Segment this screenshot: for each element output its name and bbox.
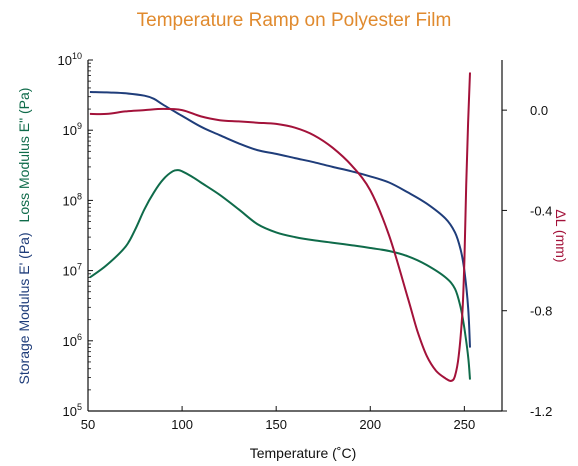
right-tick-label: -0.8 [530, 304, 552, 319]
left-tick-label: 107 [63, 262, 82, 279]
left-axis-ticks: 1010 109 108 107 106 105 [58, 51, 93, 419]
left-tick-label: 106 [63, 332, 82, 349]
x-tick-label: 200 [359, 417, 381, 432]
left-tick-label: 105 [63, 402, 82, 419]
x-axis-label: Temperature (˚C) [250, 445, 357, 461]
x-tick-label: 150 [265, 417, 287, 432]
x-tick-label: 50 [81, 417, 95, 432]
series-group [89, 72, 471, 382]
left-axis-label: Storage Modulus E' (Pa) Loss Modulus E" … [16, 88, 32, 385]
loss-modulus-label: Loss Modulus E" (Pa) [16, 88, 32, 223]
loss-modulus-line [89, 169, 471, 380]
chart-title: Temperature Ramp on Polyester Film [137, 10, 452, 31]
delta-l-line [89, 72, 471, 382]
left-tick-label: 1010 [58, 51, 82, 68]
right-axis-label: ΔL (mm) [553, 209, 569, 262]
right-tick-label: -0.4 [530, 203, 552, 218]
x-tick-label: 250 [454, 417, 476, 432]
right-axis-ticks: 0.0 -0.4 -0.8 -1.2 [502, 103, 552, 419]
right-tick-label: 0.0 [530, 103, 548, 118]
storage-modulus-label: Storage Modulus E' (Pa) [16, 232, 32, 384]
x-tick-label: 100 [171, 417, 193, 432]
storage-modulus-line [89, 91, 471, 348]
left-tick-label: 108 [63, 191, 82, 208]
left-tick-label: 109 [63, 121, 82, 138]
right-tick-label: -1.2 [530, 404, 552, 419]
plot-axes [87, 60, 503, 412]
x-axis-ticks: 50 100 150 200 250 [81, 406, 475, 432]
